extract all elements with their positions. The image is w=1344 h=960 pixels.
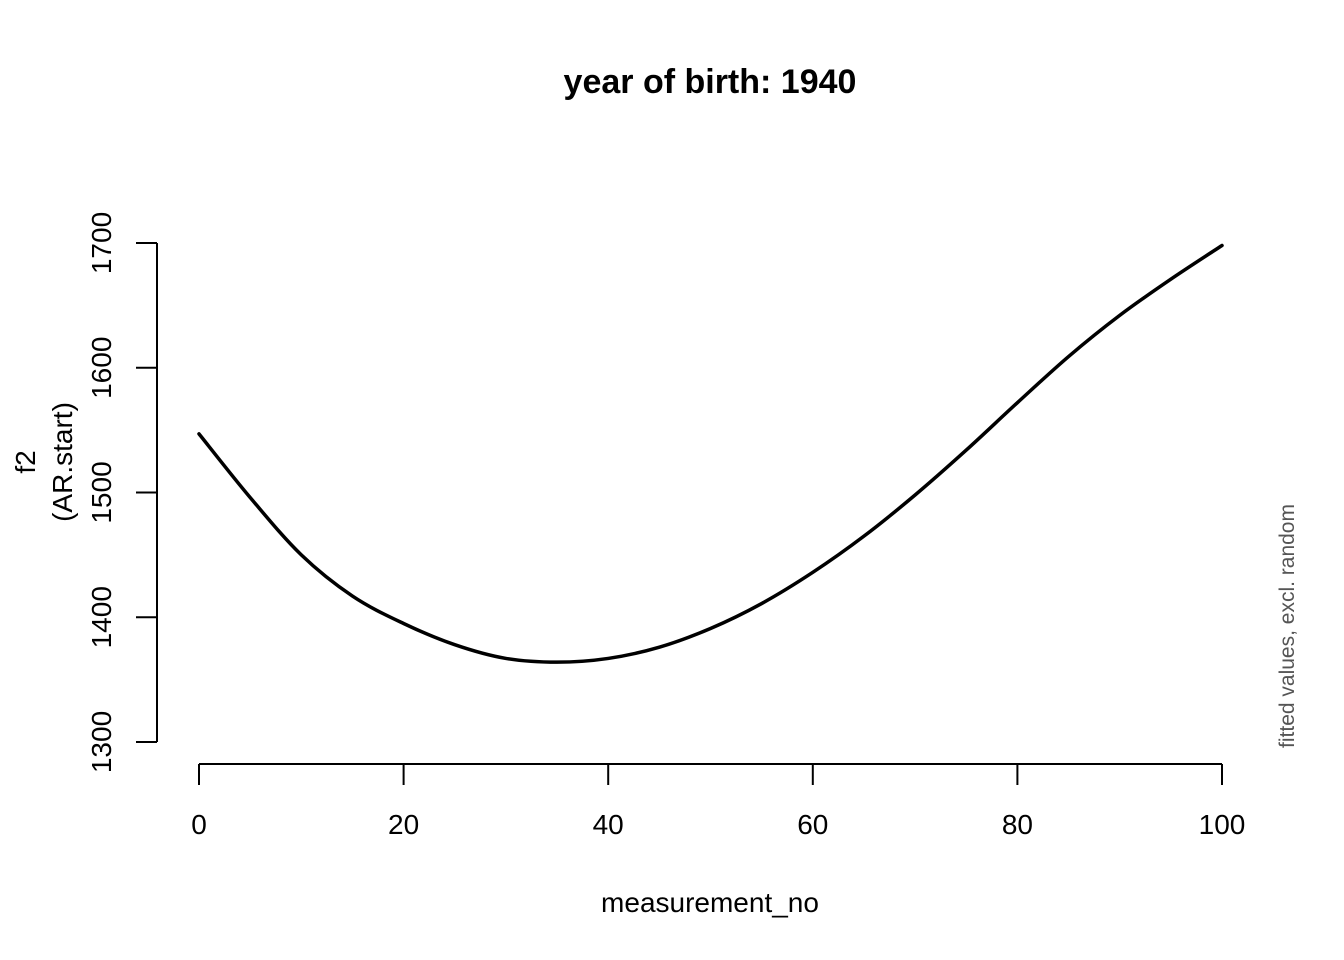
series-line: [197, 243, 1224, 664]
y-axis-label-line-2: (AR.start): [47, 402, 78, 522]
x-tick-label: 80: [1002, 809, 1033, 840]
y-axis-label-line-1: f2: [10, 450, 41, 473]
x-tick-label: 40: [593, 809, 624, 840]
x-tick-label: 20: [388, 809, 419, 840]
y-tick-label: 1400: [86, 586, 117, 648]
y-tick-label: 1700: [86, 212, 117, 274]
y-tick-label: 1300: [86, 711, 117, 773]
x-tick-label: 0: [191, 809, 207, 840]
y-axis: 1300 1400 1500 1600 1700: [86, 212, 158, 773]
x-tick-label: 100: [1199, 809, 1246, 840]
chart-title: year of birth: 1940: [564, 63, 857, 101]
x-axis-label: measurement_no: [601, 887, 819, 918]
x-tick-label: 60: [797, 809, 828, 840]
y-tick-label: 1600: [86, 337, 117, 399]
x-axis: 0 20 40 60 80 100: [191, 763, 1246, 840]
fitted-values-note: fitted values, excl. random: [1276, 504, 1299, 748]
y-tick-label: 1500: [86, 461, 117, 523]
